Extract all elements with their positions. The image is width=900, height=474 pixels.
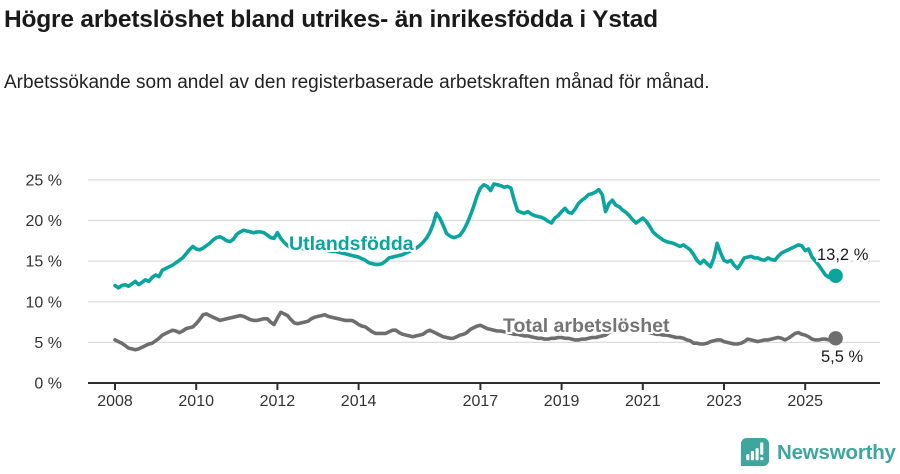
x-tick-label: 2021 (625, 393, 661, 410)
x-tick-label: 2025 (787, 393, 823, 410)
x-tick-label: 2012 (260, 393, 296, 410)
newsworthy-logo: Newsworthy (739, 437, 896, 468)
y-tick-label: 5 % (34, 335, 62, 352)
series-end-dot-utlandsfodda (828, 268, 843, 283)
chart-subtitle: Arbetssökande som andel av den registerb… (4, 72, 710, 93)
series-label-total: Total arbetslöshet (503, 315, 670, 337)
y-tick-label: 25 % (26, 172, 62, 189)
x-tick-label: 2019 (544, 393, 580, 410)
y-tick-label: 20 % (26, 213, 62, 230)
x-tick-label: 2017 (463, 393, 499, 410)
series-label-utlandsfodda: Utlandsfödda (289, 233, 414, 255)
end-value-label-utlandsfodda: 13,2 % (817, 246, 869, 264)
series-line-total (113, 310, 838, 352)
x-tick-label: 2010 (178, 393, 214, 410)
page-title: Högre arbetslöshet bland utrikes- än inr… (4, 6, 658, 33)
series-end-dot-total (828, 331, 843, 346)
bar-chart-speech-bubble-icon (740, 437, 770, 467)
end-value-label-total: 5,5 % (821, 348, 864, 366)
y-tick-label: 10 % (26, 294, 62, 311)
x-tick-label: 2023 (706, 393, 742, 410)
series-line-utlandsfodda (113, 182, 838, 290)
y-tick-label: 15 % (26, 254, 62, 271)
y-tick-label: 0 % (34, 376, 62, 393)
x-tick-label: 2014 (341, 393, 377, 410)
x-tick-label: 2008 (97, 393, 133, 410)
newsworthy-wordmark: Newsworthy (777, 440, 896, 464)
